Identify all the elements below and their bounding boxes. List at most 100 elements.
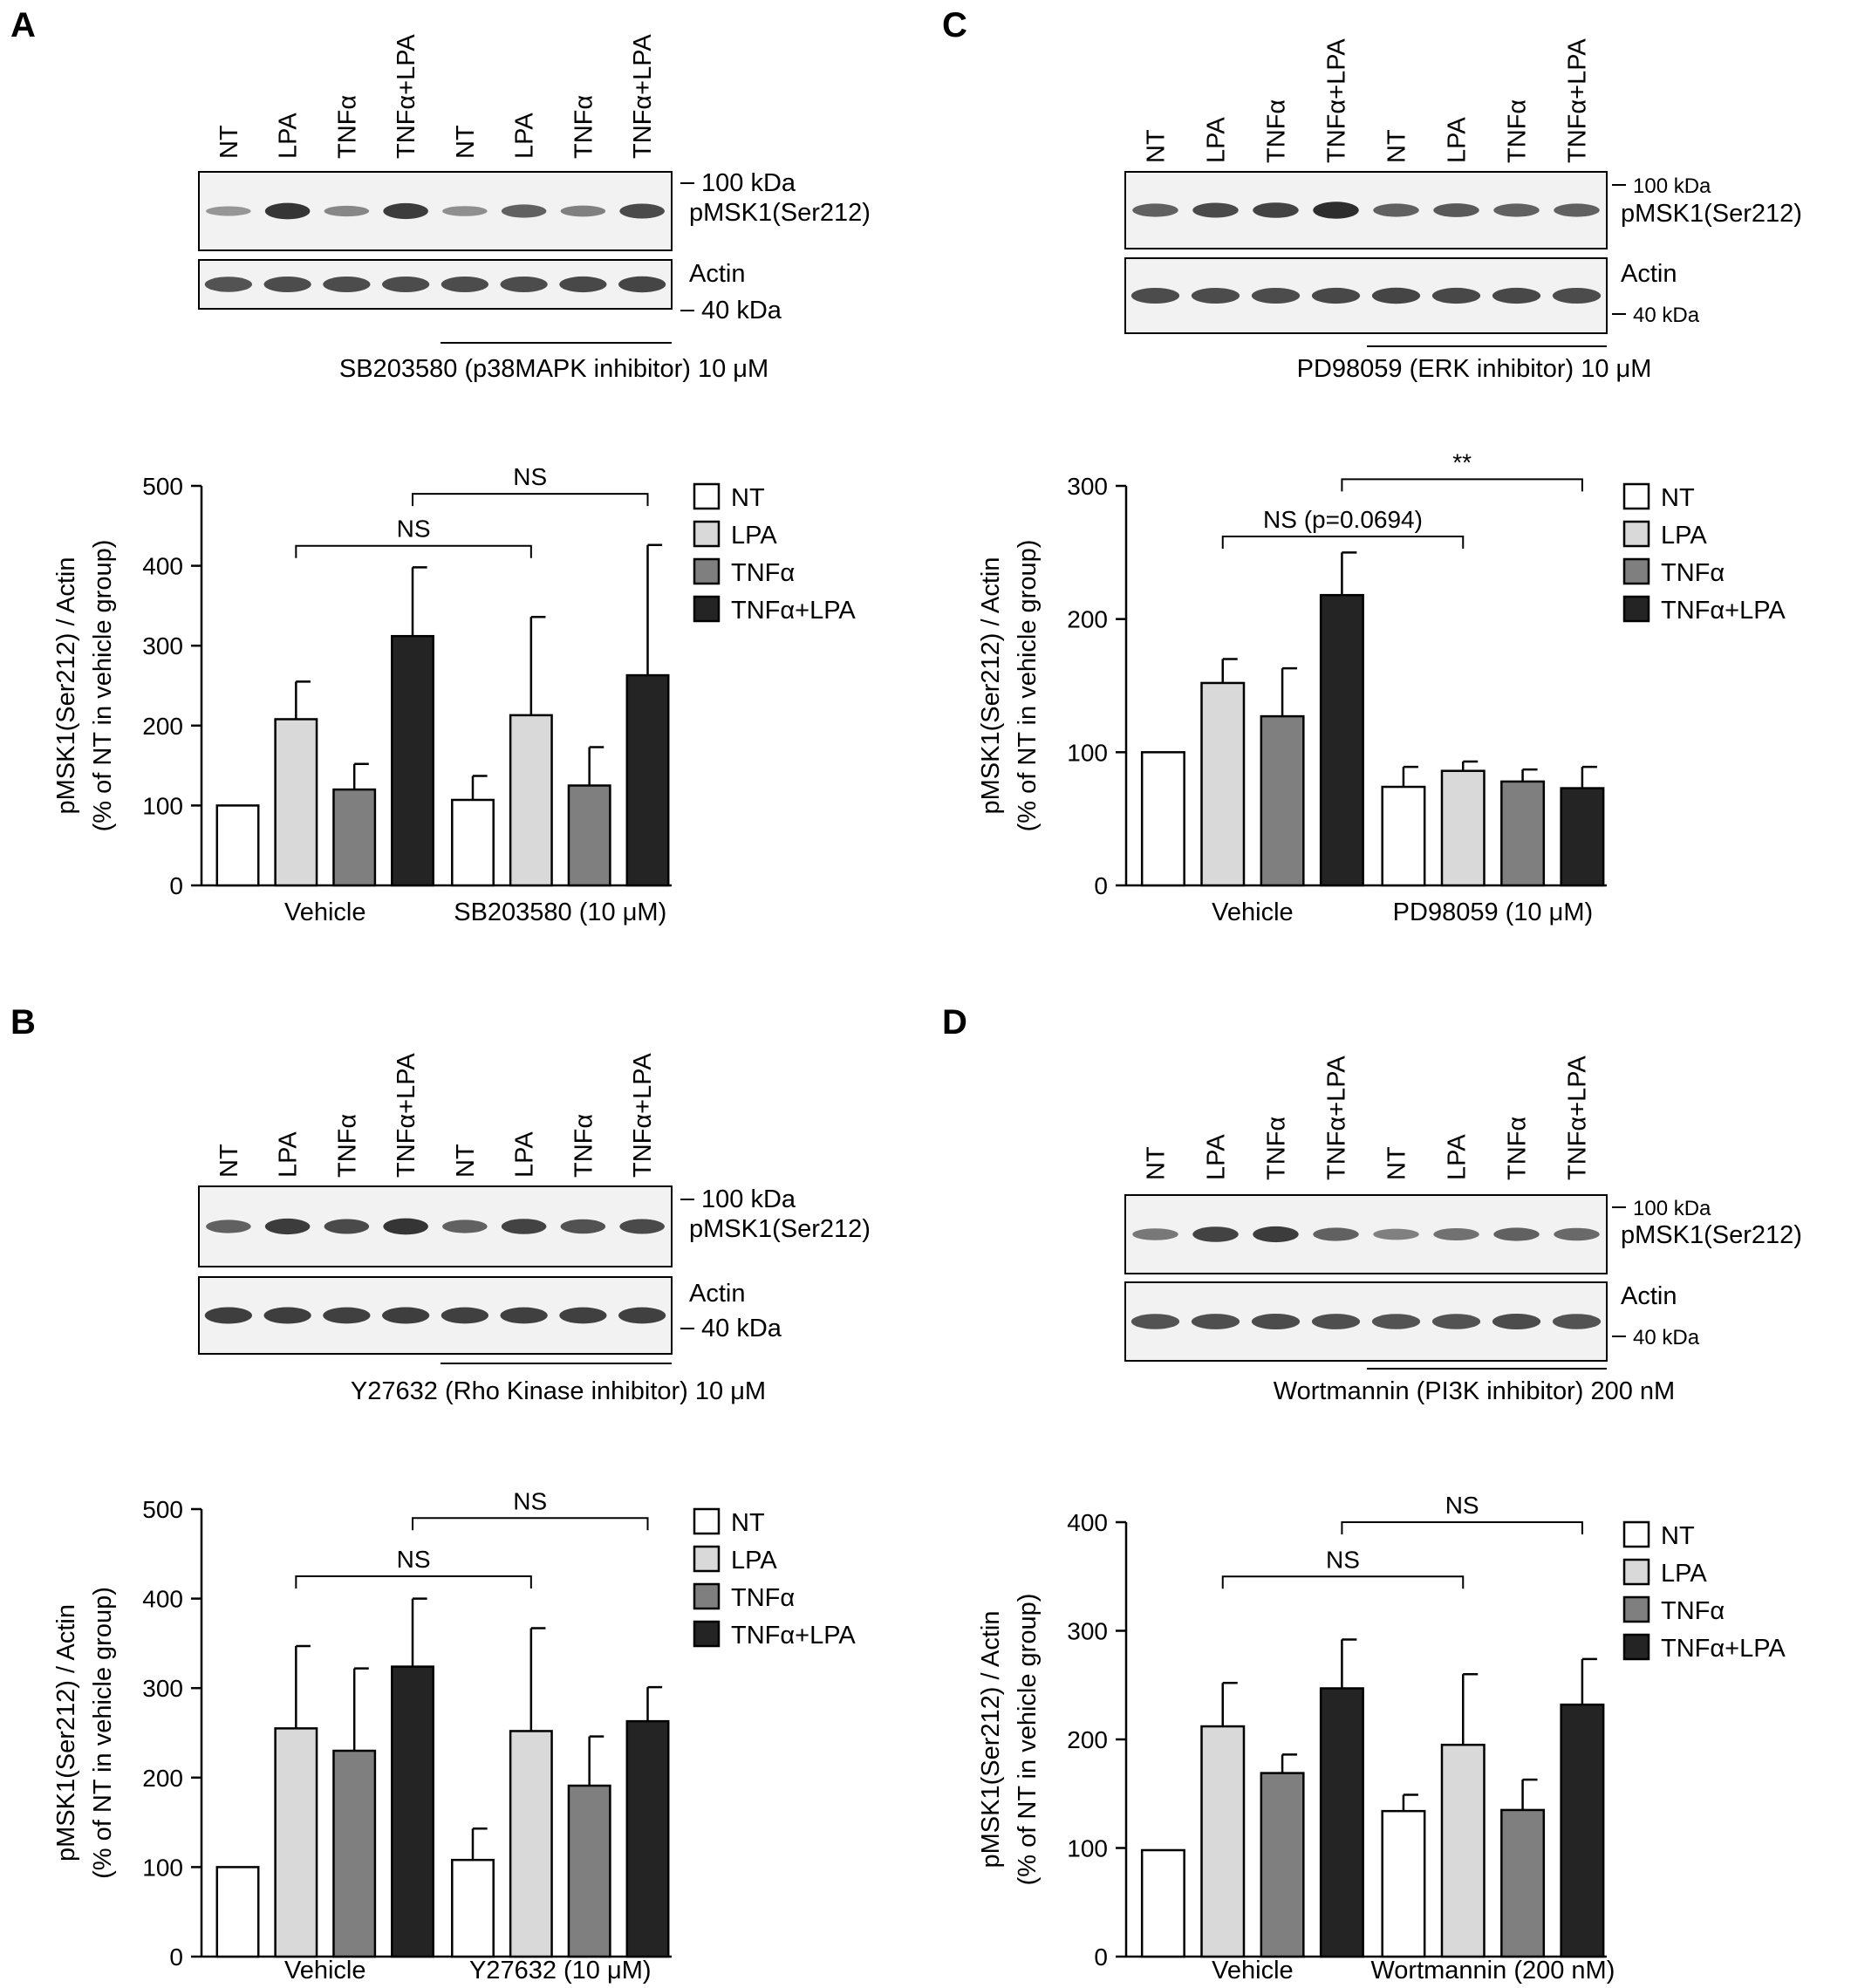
actin-band <box>559 276 607 293</box>
y-tick-label: 100 <box>142 792 183 819</box>
legend-label: LPA <box>1661 1560 1707 1588</box>
marker-label-bottom: 40 kDa <box>701 297 782 325</box>
pmsk1-band <box>1192 202 1239 218</box>
bar-tnf-inhibitor <box>567 1784 611 1958</box>
bar-nt-vehicle <box>215 1866 260 1958</box>
actin-band <box>1492 287 1541 304</box>
significance-label: NS <box>397 516 431 543</box>
panel-letter: C <box>942 6 967 44</box>
actin-band <box>1371 1314 1421 1329</box>
marker-label-bottom: 40 kDa <box>1633 304 1700 327</box>
legend-swatch-lpa <box>1622 1558 1650 1586</box>
legend-swatch-lpa <box>693 520 721 548</box>
treatment-label: Wortmannin (PI3K inhibitor) 200 nM <box>1274 1377 1675 1405</box>
legend-label: TNFα+LPA <box>1661 597 1786 625</box>
actin-band <box>263 277 311 292</box>
bar-chart: 0 100 200 300 400 500 pMSK1(Ser212) / Actin (% … <box>52 1487 856 1985</box>
y-tick-label: 200 <box>142 713 183 740</box>
treatment-label: PD98059 (ERK inhibitor) 10 μM <box>1297 355 1652 383</box>
panel-b: B NT LPA TNFα TNFα+LPA NT LPA TNFα TNFα+LPA 100 k… <box>10 1003 871 1985</box>
pmsk1-band <box>1192 1226 1239 1242</box>
y-axis-label-2: (% of NT in vehicle group) <box>89 540 117 832</box>
actin-band <box>1552 288 1602 304</box>
legend-label: TNFα <box>1661 559 1725 587</box>
pmsk1-band <box>1253 202 1299 218</box>
legend-swatch-nt <box>693 482 721 510</box>
lane-label: NT <box>1383 129 1411 163</box>
marker-label-top: 100 kDa <box>701 169 796 197</box>
legend-label: NT <box>731 1509 765 1537</box>
y-tick-label: 0 <box>1094 872 1108 899</box>
actin-band <box>1191 1314 1240 1329</box>
bar-tnf-vehicle <box>1260 1772 1305 1958</box>
panel-c: C NT LPA TNFα TNFα+LPA NT LPA TNFα TNFα+LPA 100 k… <box>942 6 1802 926</box>
group-label: Vehicle <box>1212 898 1294 926</box>
actin-band <box>500 1307 548 1324</box>
lane-label: TNFα+LPA <box>629 1053 657 1178</box>
y-tick-label: 300 <box>142 632 183 659</box>
actin-band <box>500 277 548 292</box>
legend-swatch-lpa <box>693 1545 721 1573</box>
y-tick-label: 0 <box>169 1944 183 1971</box>
pmsk1-band <box>1253 1226 1299 1243</box>
y-tick-label: 300 <box>1067 473 1108 500</box>
bar-lpa-vehicle <box>274 1727 318 1958</box>
legend-label: LPA <box>731 522 777 550</box>
y-tick-label: 300 <box>142 1675 183 1702</box>
actin-band <box>1130 288 1180 304</box>
bar-nt-vehicle <box>215 804 260 887</box>
lane-label: NT <box>452 1144 480 1178</box>
legend-label: LPA <box>731 1547 777 1575</box>
lane-label: TNFα <box>1504 1117 1532 1180</box>
legend-label: TNFα <box>731 1584 795 1612</box>
lane-label: TNFα <box>1504 99 1532 163</box>
bar-lpa-inhibitor <box>1440 769 1486 887</box>
legend-label: NT <box>1661 1522 1695 1550</box>
legend-label: TNFα+LPA <box>731 1622 856 1650</box>
y-tick-label: 400 <box>142 1586 183 1613</box>
actin-band <box>1431 1314 1481 1329</box>
y-tick-label: 300 <box>1067 1618 1108 1645</box>
blot-label-actin: Actin <box>689 260 745 288</box>
lane-label: TNFα+LPA <box>393 1053 420 1178</box>
actin-band <box>204 1307 252 1324</box>
legend-swatch-tnf <box>1622 1595 1650 1623</box>
pmsk1-band <box>324 205 370 217</box>
y-axis-label: pMSK1(Ser212) / Actin <box>977 1611 1005 1868</box>
pmsk1-band <box>442 206 488 216</box>
pmsk1-band <box>560 1219 606 1234</box>
bar-tnf-lpa-inhibitor <box>1560 1703 1605 1958</box>
pmsk1-band <box>442 1219 488 1233</box>
y-tick-label: 400 <box>142 553 183 580</box>
lane-label: TNFα+LPA <box>393 34 420 159</box>
actin-band <box>1311 1314 1361 1329</box>
bar-chart: 0 100 200 300 400 pMSK1(Ser212) / Actin (% of … <box>977 1492 1786 1985</box>
legend-label: TNFα+LPA <box>731 597 856 625</box>
bar-nt-vehicle <box>1140 751 1185 887</box>
actin-band <box>1371 287 1421 304</box>
bar-nt-inhibitor <box>451 1858 495 1958</box>
significance-bracket <box>1341 1521 1583 1534</box>
y-tick-label: 0 <box>169 872 183 899</box>
group-label: PD98059 (10 μM) <box>1393 898 1593 926</box>
marker-label-top: 100 kDa <box>1633 174 1711 198</box>
significance-bracket <box>1221 536 1465 550</box>
pmsk1-band <box>501 1219 547 1234</box>
legend-label: NT <box>731 484 765 512</box>
actin-band <box>323 277 371 292</box>
legend-label: NT <box>1661 484 1695 512</box>
bar-tnf-lpa-vehicle <box>391 1665 434 1958</box>
pmsk1-band <box>1313 202 1359 219</box>
bar-tnf-vehicle <box>332 1749 377 1958</box>
pmsk1-band <box>206 1219 251 1233</box>
panel-letter: A <box>10 6 36 44</box>
lane-label: TNFα+LPA <box>629 34 657 159</box>
pmsk1-band <box>1493 203 1540 217</box>
significance-label: NS (p=0.0694) <box>1263 506 1423 533</box>
lane-label: LPA <box>1444 1134 1472 1180</box>
y-tick-label: 100 <box>142 1854 183 1881</box>
actin-band <box>618 276 666 293</box>
lane-label: NT <box>215 125 243 159</box>
lane-label: LPA <box>275 113 303 159</box>
